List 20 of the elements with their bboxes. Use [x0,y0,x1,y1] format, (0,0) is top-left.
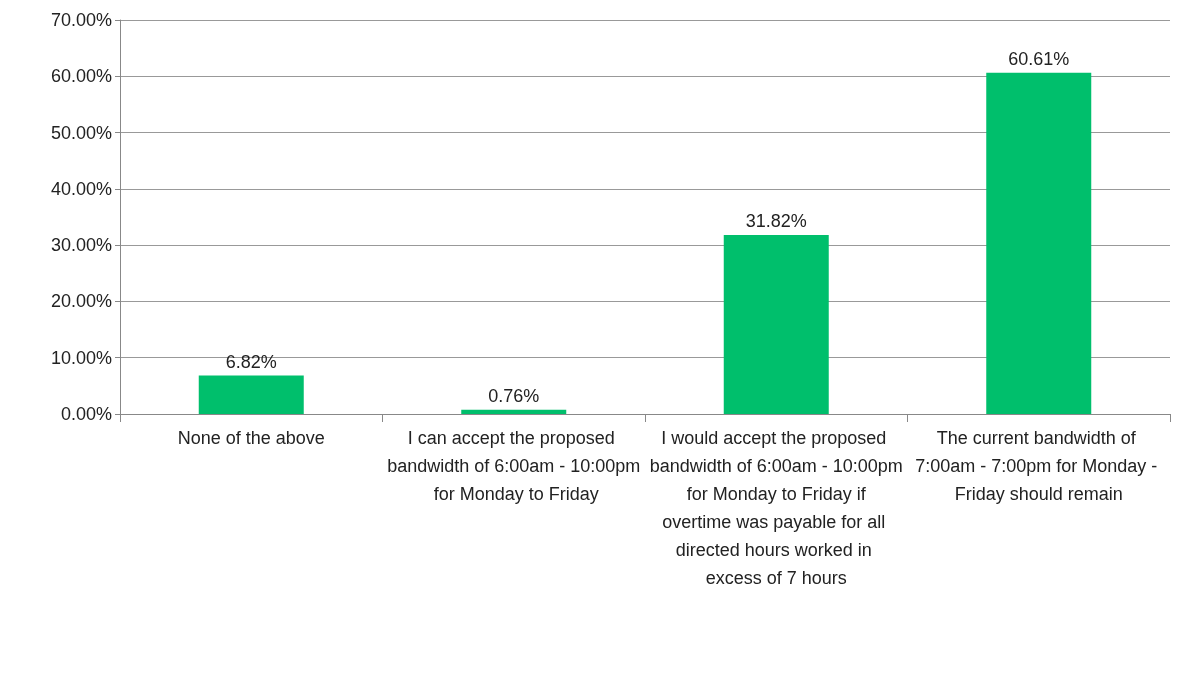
y-tick-label: 70.00% [50,10,112,30]
bar [198,375,304,414]
bar [461,409,567,414]
x-tick-label: None of the above [177,428,325,448]
y-tick-label: 10.00% [50,347,112,368]
data-label: 6.82% [225,351,277,372]
y-tick-label: 0.00% [60,404,112,424]
x-tick-label: The current bandwidth of 7:00am - 7:00pm for Monday - Friday should remain [915,428,1163,504]
y-tick-label: 30.00% [50,235,112,256]
data-label: 60.61% [1008,48,1070,69]
data-label: 0.76% [488,385,540,406]
y-tick-label: 60.00% [50,66,112,87]
bar [986,72,1092,414]
x-tick-label: I would accept the proposed bandwidth of 6:00am - 10:00pm for Monday to Friday if overtime was payable for all directed hours worked in excess of 7 hours [649,428,903,588]
x-tick-label: I can accept the proposed bandwidth of 6:00am - 10:00pm for Monday to Friday [387,428,641,504]
y-tick-label: 50.00% [50,122,112,143]
y-tick-label: 40.00% [50,178,112,199]
data-label: 31.82% [745,210,807,231]
bar [723,234,829,414]
y-tick-label: 20.00% [50,291,112,312]
